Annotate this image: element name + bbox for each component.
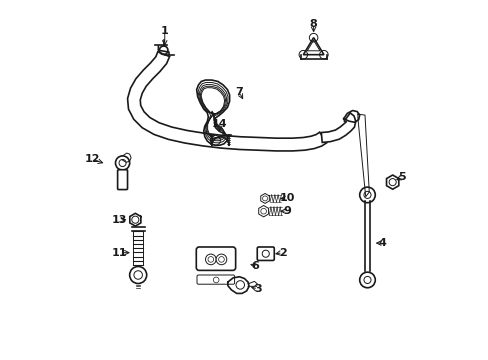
FancyBboxPatch shape [257,247,274,260]
Text: 6: 6 [251,261,259,271]
Text: 4: 4 [377,238,385,248]
FancyBboxPatch shape [197,275,234,284]
Text: 7: 7 [235,87,243,97]
Text: 10: 10 [279,193,294,203]
Circle shape [216,254,226,265]
FancyBboxPatch shape [118,170,127,190]
Text: 9: 9 [283,206,290,216]
Text: 1: 1 [161,26,168,36]
Circle shape [129,266,146,283]
FancyBboxPatch shape [196,247,235,270]
Text: 2: 2 [278,248,286,258]
Polygon shape [321,113,355,143]
Polygon shape [127,52,326,151]
Circle shape [359,187,374,203]
Text: 3: 3 [254,284,261,294]
Text: 12: 12 [85,154,101,165]
Text: 11: 11 [112,248,127,258]
Circle shape [359,272,374,288]
Circle shape [205,254,216,265]
Text: 14: 14 [211,119,227,129]
Text: 8: 8 [309,19,317,29]
Text: 13: 13 [112,215,127,225]
Text: 5: 5 [398,172,405,182]
